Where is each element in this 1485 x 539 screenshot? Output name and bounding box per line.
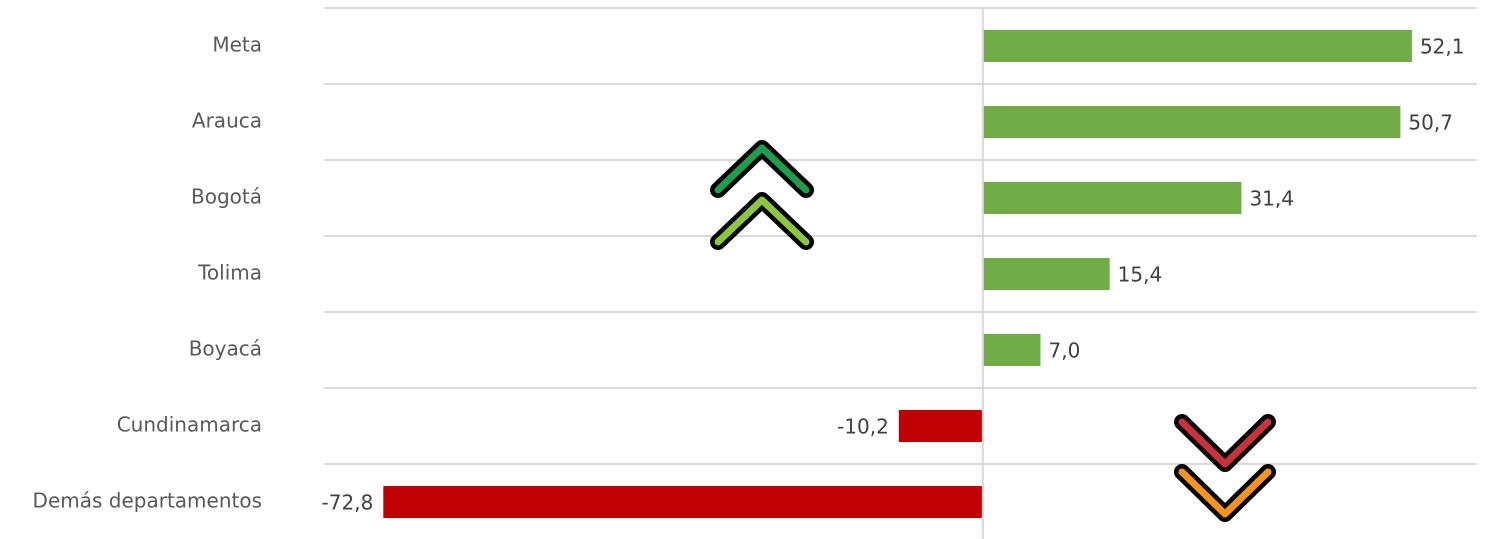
category-label: Arauca (192, 109, 262, 133)
bar (982, 258, 1110, 290)
down-arrows (1174, 414, 1276, 522)
bar (982, 182, 1242, 214)
category-label: Bogotá (191, 185, 262, 209)
bar (982, 334, 1041, 366)
category-label: Demás departamentos (33, 489, 262, 513)
chevron-outline (1174, 414, 1276, 472)
bar (898, 410, 983, 442)
chevron-outline (710, 140, 814, 198)
chevron (1178, 468, 1272, 518)
value-label: 7,0 (1049, 339, 1081, 363)
bars (383, 30, 1412, 518)
value-label: 52,1 (1420, 35, 1465, 59)
bar (982, 30, 1412, 62)
value-label: 15,4 (1118, 263, 1163, 287)
value-label: 50,7 (1408, 111, 1453, 135)
chevron (714, 196, 810, 246)
value-label: 31,4 (1249, 187, 1294, 211)
row-separators (324, 7, 1477, 465)
category-label: Cundinamarca (117, 413, 262, 437)
chevron-outline (1174, 464, 1276, 522)
category-label: Meta (212, 33, 262, 57)
bar (383, 486, 983, 518)
chevron (1178, 418, 1272, 468)
up-arrows (710, 140, 814, 250)
category-label: Boyacá (189, 337, 262, 361)
category-label: Tolima (197, 261, 262, 285)
value-label: -72,8 (322, 491, 374, 515)
value-label: -10,2 (837, 415, 889, 439)
bar (982, 106, 1401, 138)
chevron (714, 144, 810, 194)
